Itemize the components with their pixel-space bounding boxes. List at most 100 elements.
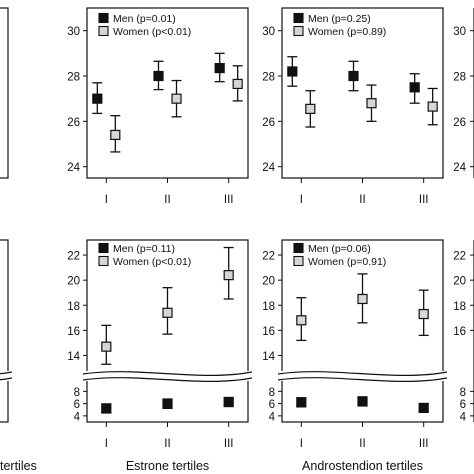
- x-tick-label: I: [105, 438, 108, 450]
- y-tick-label: 22: [453, 251, 466, 263]
- y-tick-label: 14: [262, 351, 275, 363]
- x-tick-label: I: [105, 194, 108, 206]
- women-point-0: [101, 341, 112, 352]
- x-tick-label: III: [224, 438, 234, 450]
- legend-women-marker: [293, 255, 304, 267]
- x-axis-label: tertiles: [0, 459, 37, 473]
- panel-frame: [0, 239, 9, 423]
- women-point-1: [357, 293, 368, 305]
- women-point-2: [427, 101, 438, 112]
- women-point-0: [296, 315, 307, 326]
- axis-break-line: [277, 377, 448, 382]
- y-tick-label: 18: [67, 301, 80, 313]
- women-point-2: [232, 78, 243, 90]
- men-point-1: [357, 396, 368, 407]
- y-tick-label: 20: [262, 276, 275, 288]
- y-tick-label: 8: [460, 387, 466, 399]
- men-point-2: [418, 402, 429, 414]
- men-point-1: [162, 398, 173, 410]
- legend-label: Women (p<0.01): [113, 256, 191, 268]
- legend-men-marker: [293, 12, 304, 24]
- y-tick-label: 16: [453, 326, 466, 338]
- y-tick-label: 20: [67, 276, 80, 288]
- axis-break-gap: [86, 371, 249, 381]
- y-tick-label: 20: [453, 276, 466, 288]
- axis-break-line: [82, 377, 253, 382]
- men-point-1: [348, 70, 359, 82]
- legend-women-marker: [98, 255, 109, 267]
- legend-label: Men (p=0.25): [308, 13, 371, 25]
- y-tick-label: 26: [67, 117, 80, 129]
- legend-men-marker: [98, 242, 109, 254]
- women-point-0: [110, 129, 121, 141]
- y-tick-label: 30: [453, 26, 466, 38]
- men-point-2: [223, 396, 234, 408]
- y-tick-label: 28: [453, 72, 466, 84]
- y-tick-label: 16: [262, 326, 275, 338]
- legend-label: Women (p<0.01): [113, 26, 191, 38]
- x-tick-label: I: [300, 438, 303, 450]
- men-point-0: [92, 93, 103, 104]
- y-tick-label: 16: [67, 326, 80, 338]
- y-tick-label: 28: [262, 72, 275, 84]
- women-point-2: [223, 270, 234, 281]
- legend-women-marker: [98, 25, 109, 37]
- y-tick-label: 30: [67, 26, 80, 38]
- axis-break-line: [277, 371, 448, 376]
- legend-men-marker: [293, 242, 304, 254]
- y-tick-label: 6: [74, 399, 80, 411]
- men-point-0: [101, 403, 112, 414]
- legend-label: Men (p=0.11): [113, 243, 175, 255]
- legend-men-marker: [98, 12, 109, 24]
- y-tick-label: 22: [262, 251, 275, 263]
- y-tick-label: 26: [453, 117, 466, 129]
- y-tick-label: 4: [460, 411, 467, 423]
- women-point-0: [305, 103, 316, 114]
- y-tick-label: 14: [67, 351, 80, 363]
- x-tick-label: III: [419, 194, 429, 206]
- legend-label: Men (p=0.01): [113, 13, 176, 25]
- men-point-2: [409, 82, 420, 93]
- y-tick-label: 18: [453, 301, 466, 313]
- x-tick-label: I: [300, 194, 303, 206]
- y-tick-label: 6: [460, 399, 466, 411]
- x-tick-label: II: [359, 194, 365, 206]
- y-tick-label: 30: [262, 26, 275, 38]
- women-point-1: [171, 93, 182, 104]
- men-point-0: [287, 66, 298, 77]
- y-tick-label: 6: [269, 399, 275, 411]
- men-point-2: [214, 62, 225, 74]
- axis-break-line: [82, 371, 253, 376]
- y-tick-label: 8: [74, 387, 80, 399]
- x-tick-label: II: [164, 438, 170, 450]
- x-tick-label: III: [419, 438, 429, 450]
- legend-women-marker: [293, 25, 304, 37]
- y-tick-label: 4: [269, 411, 276, 423]
- y-tick-label: 24: [67, 162, 80, 174]
- y-tick-label: 26: [262, 117, 275, 129]
- x-axis-label: Estrone tertiles: [126, 459, 209, 473]
- x-tick-label: III: [224, 194, 234, 206]
- men-point-1: [153, 70, 164, 82]
- legend-label: Men (p=0.06): [308, 243, 371, 255]
- x-tick-label: II: [359, 438, 365, 450]
- panel-frame: [0, 7, 9, 179]
- y-tick-label: 22: [67, 251, 80, 263]
- x-axis-label: Androstendion tertiles: [302, 459, 423, 473]
- legend-label: Women (p=0.89): [308, 26, 386, 38]
- y-tick-label: 8: [269, 387, 275, 399]
- x-tick-label: II: [164, 194, 170, 206]
- axis-break-gap: [281, 371, 444, 381]
- axis-break-gap: [0, 371, 9, 381]
- women-point-1: [162, 307, 173, 318]
- y-tick-label: 24: [453, 162, 466, 174]
- women-point-1: [366, 98, 377, 109]
- women-point-2: [418, 308, 429, 320]
- y-tick-label: 28: [67, 72, 80, 84]
- y-tick-label: 24: [262, 162, 275, 174]
- legend-label: Women (p=0.91): [308, 256, 386, 268]
- men-point-0: [296, 397, 307, 408]
- y-tick-label: 18: [262, 301, 275, 313]
- y-tick-label: 4: [74, 411, 81, 423]
